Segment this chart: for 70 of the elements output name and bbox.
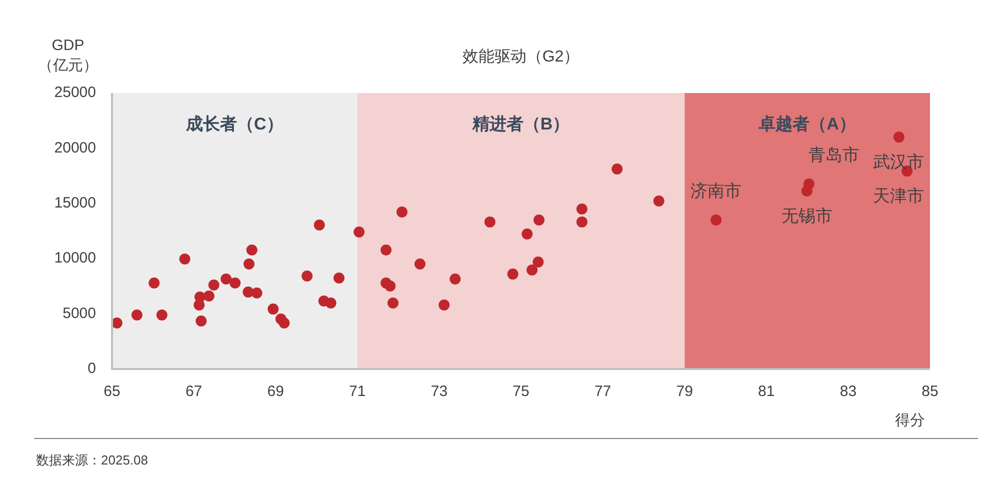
point — [220, 274, 232, 285]
band-label: 成长者（C） — [185, 114, 284, 134]
point — [246, 244, 258, 256]
point — [302, 270, 313, 282]
point — [438, 299, 450, 310]
point — [450, 274, 461, 285]
x-tick-label: 85 — [922, 383, 938, 400]
annotation: 无锡市 — [781, 206, 832, 226]
annotation: 青岛市 — [808, 146, 860, 165]
point — [384, 280, 396, 292]
point — [333, 272, 344, 284]
annotation: 天津市 — [873, 186, 924, 206]
source-note: 数据来源：2025.08 — [36, 452, 148, 468]
point — [131, 310, 142, 321]
point — [893, 132, 904, 143]
point — [533, 214, 544, 226]
point — [380, 244, 392, 256]
point — [576, 204, 588, 215]
y-tick-label: 5000 — [62, 304, 96, 322]
x-tick-label: 65 — [104, 383, 120, 400]
point — [251, 288, 262, 299]
y-tick-label: 15000 — [54, 194, 96, 212]
point — [801, 186, 812, 197]
y-tick-label: 25000 — [54, 84, 96, 102]
point — [354, 226, 365, 238]
point — [208, 279, 220, 290]
point — [526, 264, 538, 276]
point — [203, 290, 214, 302]
x-tick-label: 77 — [594, 383, 612, 400]
point — [179, 254, 190, 265]
x-tick-label: 73 — [430, 383, 448, 400]
point — [268, 304, 279, 315]
point — [156, 310, 168, 321]
y-tick-label: 0 — [88, 360, 96, 378]
point — [278, 317, 290, 328]
band-label: 卓越者（A） — [758, 114, 856, 134]
point — [314, 220, 325, 231]
x-tick-label: 75 — [512, 383, 530, 400]
x-tick-label: 79 — [676, 383, 693, 400]
x-tick-label: 81 — [758, 383, 775, 400]
point — [230, 278, 241, 288]
point — [414, 258, 426, 270]
point — [244, 258, 255, 270]
x-tick-label: 71 — [349, 383, 366, 400]
point — [612, 163, 623, 174]
point — [576, 216, 588, 228]
point — [507, 268, 518, 280]
annotation: 武汉市 — [873, 152, 924, 172]
y-tick-label: 10000 — [54, 250, 96, 267]
point — [325, 297, 336, 308]
point — [196, 315, 207, 326]
point — [387, 297, 398, 308]
point — [653, 195, 664, 206]
x-tick-label: 69 — [267, 383, 284, 400]
band-label: 精进者（B） — [471, 114, 570, 134]
y-axis-title: GDP （亿元） — [38, 37, 98, 74]
annotation: 济南市 — [690, 182, 742, 201]
x-tick-label: 67 — [185, 383, 202, 400]
point — [532, 256, 544, 268]
point — [396, 206, 408, 218]
chart-title: 效能驱动（G2） — [462, 47, 580, 66]
x-tick-label: 83 — [840, 383, 857, 400]
point — [522, 228, 533, 240]
x-axis-title: 得分 — [895, 412, 925, 430]
y-tick-label: 20000 — [54, 139, 96, 156]
point — [112, 317, 122, 328]
point — [148, 278, 160, 288]
point — [194, 299, 205, 310]
point — [484, 216, 496, 228]
point — [710, 214, 722, 226]
